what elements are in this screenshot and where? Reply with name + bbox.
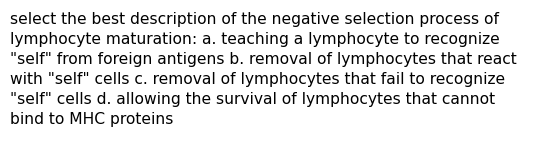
Text: select the best description of the negative selection process of
lymphocyte matu: select the best description of the negat…	[10, 12, 517, 127]
